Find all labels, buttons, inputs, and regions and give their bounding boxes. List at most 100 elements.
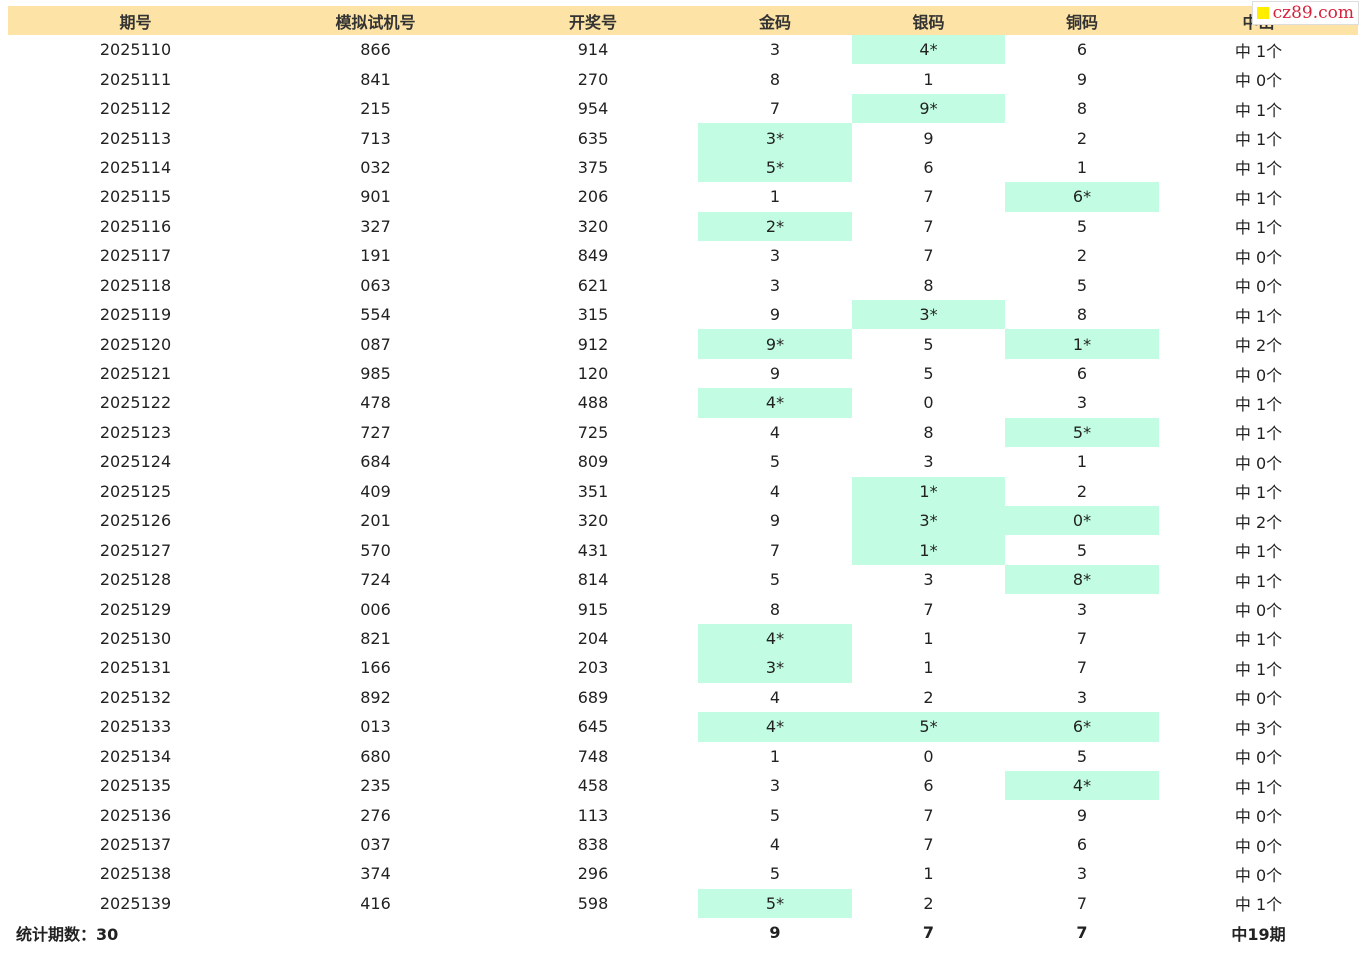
gold-cell: 4*	[698, 712, 852, 742]
silver-cell: 1*	[852, 476, 1005, 506]
silver-cell: 2	[923, 687, 934, 707]
gold-cell: 5	[769, 864, 781, 884]
issue-cell: 2025120	[99, 334, 172, 354]
bronze-cell: 7	[1076, 893, 1088, 913]
table-row: 2025139 416 598 5* 2 7 中 1个	[8, 888, 1358, 919]
hit-count-cell: 中 1个	[1234, 659, 1283, 679]
draw-number-cell: 725	[577, 422, 609, 442]
gold-cell: 5	[769, 805, 781, 825]
silver-cell: 3	[923, 570, 934, 590]
header-issue: 期号	[119, 12, 152, 32]
hit-count-cell: 中 0个	[1234, 365, 1283, 385]
sim-number-cell: 032	[360, 157, 391, 177]
gold-cell: 9	[769, 364, 781, 384]
issue-cell: 2025122	[99, 393, 172, 413]
sim-number-cell: 866	[360, 40, 391, 60]
silver-cell: 6	[923, 157, 934, 177]
silver-cell: 1*	[852, 535, 1005, 565]
silver-cell: 2	[923, 893, 934, 913]
sim-number-cell: 892	[360, 687, 391, 707]
table-row: 2025135 235 458 3 6 4* 中 1个	[8, 770, 1358, 801]
issue-cell: 2025129	[99, 599, 172, 619]
table-row: 2025123 727 725 4 8 5* 中 1个	[8, 417, 1358, 448]
silver-cell: 4*	[852, 35, 1005, 65]
table-row: 2025137 037 838 4 7 6 中 0个	[8, 830, 1358, 859]
hit-count-cell: 中 1个	[1234, 777, 1283, 797]
draw-number-cell: 113	[577, 805, 609, 825]
gold-cell: 7	[769, 540, 781, 560]
draw-number-cell: 635	[577, 128, 609, 148]
issue-cell: 2025114	[99, 157, 172, 177]
sim-number-cell: 901	[360, 187, 391, 207]
draw-number-cell: 270	[577, 69, 609, 89]
gold-cell: 3	[769, 275, 781, 295]
table-row: 2025111 841 270 8 1 9 中 0个	[8, 64, 1358, 93]
sim-number-cell: 821	[360, 628, 391, 648]
issue-cell: 2025136	[99, 805, 172, 825]
gold-cell: 4*	[698, 388, 852, 418]
bronze-cell: 3	[1076, 864, 1088, 884]
footer-gold-total: 9	[769, 923, 781, 943]
silver-cell: 8	[923, 422, 934, 442]
issue-cell: 2025113	[99, 128, 172, 148]
silver-cell: 5	[923, 334, 934, 354]
silver-cell: 5	[923, 364, 934, 384]
silver-cell: 5*	[852, 712, 1005, 742]
draw-number-cell: 912	[577, 334, 609, 354]
table-header: 期号 模拟试机号 开奖号 金码 银码 铜码 中出	[8, 6, 1358, 35]
silver-cell: 1	[923, 628, 934, 648]
sim-number-cell: 276	[360, 805, 391, 825]
issue-cell: 2025117	[99, 246, 172, 266]
hit-count-cell: 中 0个	[1234, 748, 1283, 768]
gold-cell: 5*	[698, 888, 852, 919]
gold-cell: 3*	[698, 123, 852, 153]
silver-cell: 7	[923, 805, 934, 825]
draw-number-cell: 351	[577, 481, 609, 501]
silver-cell: 7	[923, 599, 934, 619]
sim-number-cell: 985	[360, 364, 391, 384]
bronze-cell: 7	[1076, 658, 1088, 678]
gold-cell: 3	[769, 246, 781, 266]
bronze-cell: 8	[1076, 305, 1088, 325]
table-row: 2025115 901 206 1 7 6* 中 1个	[8, 182, 1358, 212]
gold-cell: 8	[769, 69, 781, 89]
issue-cell: 2025121	[99, 364, 172, 384]
footer-hit-total: 中19期	[1231, 924, 1286, 944]
bronze-cell: 3	[1076, 599, 1088, 619]
footer-empty	[263, 918, 488, 947]
table-row: 2025124 684 809 5 3 1 中 0个	[8, 447, 1358, 476]
silver-cell: 3	[923, 452, 934, 472]
bronze-cell: 5	[1076, 746, 1088, 766]
table-footer: 统计期数：30 9 7 7 中19期	[8, 918, 1358, 947]
table-row: 2025120 087 912 9* 5 1* 中 2个	[8, 329, 1358, 359]
hit-count-cell: 中 1个	[1234, 571, 1283, 591]
draw-number-cell: 689	[577, 687, 609, 707]
table-row: 2025117 191 849 3 7 2 中 0个	[8, 241, 1358, 270]
sim-number-cell: 037	[360, 835, 391, 855]
bronze-cell: 1	[1076, 452, 1088, 472]
table-row: 2025112 215 954 7 9* 8 中 1个	[8, 93, 1358, 124]
header-sim-number: 模拟试机号	[335, 12, 416, 32]
hit-count-cell: 中 0个	[1234, 277, 1283, 297]
sim-number-cell: 478	[360, 393, 391, 413]
draw-number-cell: 458	[577, 776, 609, 796]
issue-cell: 2025139	[99, 893, 172, 913]
draw-number-cell: 849	[577, 246, 609, 266]
issue-cell: 2025118	[99, 275, 172, 295]
watermark-text: cz89.com	[1272, 3, 1354, 23]
issue-cell: 2025135	[99, 776, 172, 796]
hit-count-cell: 中 1个	[1234, 542, 1283, 562]
table-row: 2025110 866 914 3 4* 6 中 1个	[8, 35, 1358, 65]
silver-cell: 7	[923, 187, 934, 207]
gold-cell: 9	[769, 305, 781, 325]
draw-table: 期号 模拟试机号 开奖号 金码 银码 铜码 中出 202511086691434…	[8, 6, 1358, 948]
hit-count-cell: 中 1个	[1234, 424, 1283, 444]
sim-number-cell: 166	[360, 658, 391, 678]
gold-cell: 4	[769, 481, 781, 501]
hit-count-cell: 中 0个	[1234, 865, 1283, 885]
issue-cell: 2025115	[99, 187, 172, 207]
issue-cell: 2025124	[99, 452, 172, 472]
table-row: 2025131 166 203 3* 1 7 中 1个	[8, 653, 1358, 683]
hit-count-cell: 中 3个	[1234, 718, 1283, 738]
bronze-cell: 3	[1076, 393, 1088, 413]
